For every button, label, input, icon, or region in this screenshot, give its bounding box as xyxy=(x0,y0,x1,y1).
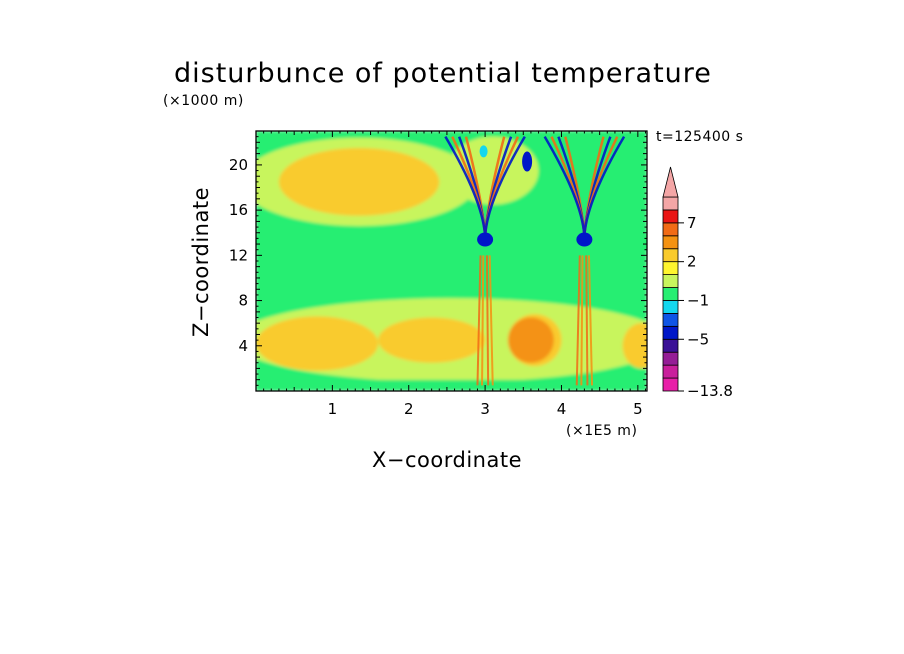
cold-blob-upper-1 xyxy=(522,151,533,172)
colorbar-tick-label: 7 xyxy=(687,214,697,232)
cold-band-left xyxy=(256,230,463,251)
y-tick-label: 8 xyxy=(238,292,248,310)
cold-blob-upper-2 xyxy=(479,145,488,158)
x-axis-label: X−coordinate xyxy=(372,448,522,472)
colorbar-tick-label: −1 xyxy=(687,291,709,309)
colorbar-segment xyxy=(662,222,679,237)
x-tick-label: 1 xyxy=(328,400,338,418)
colorbar-segment xyxy=(662,287,679,301)
chart-title: disturbunce of potential temperature xyxy=(174,58,712,89)
y-tick-label: 12 xyxy=(229,246,248,264)
y-tick-label: 16 xyxy=(229,201,248,219)
colorbar-tick-label: −5 xyxy=(687,330,709,348)
contour-field xyxy=(256,131,647,391)
wave-column-1 xyxy=(444,136,526,386)
y-axis-unit: (×1000 m) xyxy=(163,93,244,109)
lower-left-warm-zone xyxy=(256,316,379,371)
colorbar-segment xyxy=(662,364,679,379)
colorbar-segment xyxy=(662,377,679,392)
colorbar-segment xyxy=(662,235,679,250)
x-tick-label: 2 xyxy=(404,400,414,418)
lower-center-warm-zone xyxy=(378,317,486,363)
right-edge-warm-zone xyxy=(622,323,647,369)
colorbar-segment xyxy=(662,312,679,327)
colorbar-segment xyxy=(662,274,679,288)
colorbar: 7 2 −1 −5 −13.8 xyxy=(662,166,733,400)
bottom-green-strip xyxy=(256,379,647,391)
colorbar-segment xyxy=(662,209,679,224)
upper-left-warm-zone xyxy=(278,147,440,216)
colorbar-tick-label: 2 xyxy=(687,253,697,271)
x-tick-label: 5 xyxy=(633,400,643,418)
colorbar-segment xyxy=(662,300,679,314)
time-annotation: t=125400 s xyxy=(656,129,744,145)
colorbar-segment xyxy=(662,196,679,211)
x-tick-label: 4 xyxy=(557,400,567,418)
x-axis-unit: (×1E5 m) xyxy=(566,423,638,439)
cold-band-middle xyxy=(492,225,577,256)
y-tick-label: 4 xyxy=(238,337,248,355)
mid-warm-pool xyxy=(508,317,554,363)
colorbar-extend-arrow xyxy=(662,166,679,198)
colorbar-segment xyxy=(662,338,679,353)
colorbar-segment xyxy=(662,325,679,340)
colorbar-segment xyxy=(662,261,679,275)
y-tick-label: 20 xyxy=(229,156,248,174)
wave-column-2 xyxy=(543,136,626,386)
cold-band-right xyxy=(599,232,647,252)
colorbar-segment xyxy=(662,248,679,263)
colorbar-tick-label: −13.8 xyxy=(687,382,733,400)
x-tick-label: 3 xyxy=(480,400,490,418)
colorbar-segment xyxy=(662,351,679,366)
